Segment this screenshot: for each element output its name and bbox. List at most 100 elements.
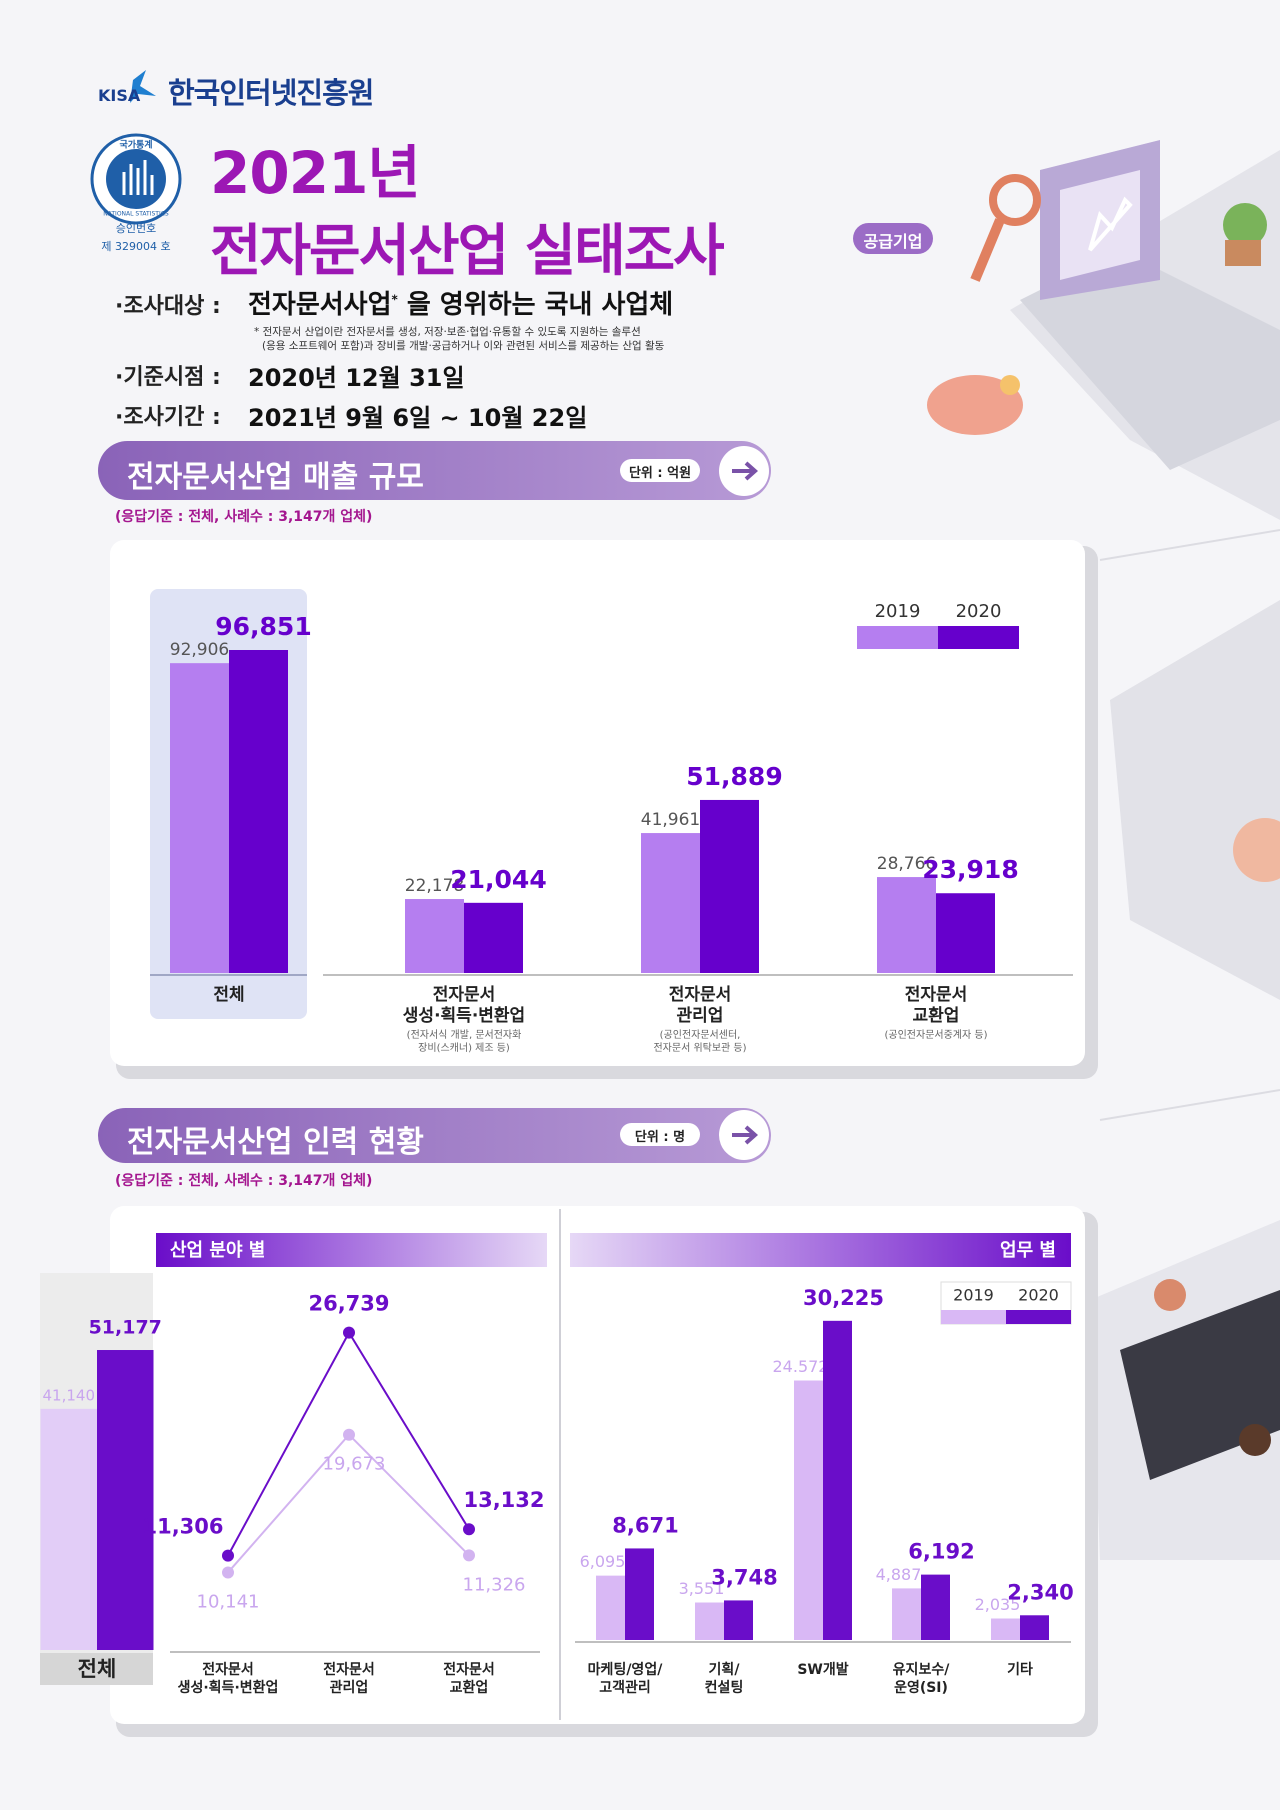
section-pill [98,1108,771,1163]
bar [936,893,995,973]
bar [724,1600,753,1640]
x-tick-label: 전자문서 관리업 [668,985,732,1027]
legend-label: 2020 [1018,1286,1059,1305]
bar [40,1408,97,1650]
badge-bars [122,160,154,195]
info-value-text: 전자문서사업 [248,290,392,320]
point [343,1326,355,1339]
legend-label: 2020 [956,601,1002,622]
section-pill [98,441,771,500]
bar [97,1350,154,1650]
value-label: 19,673 [323,1454,386,1475]
value-label: 8,671 [612,1513,678,1537]
bar [596,1575,625,1640]
x-tick-label: 전자문서 생성·획득·변환업 [177,1662,279,1696]
basis-note: (응답기준 : 전체, 사례수 : 3,147개 업체) [115,509,373,525]
title-year: 2021년 [210,139,421,207]
bar [695,1602,724,1640]
info-value: 2020년 12월 31일 [248,364,465,392]
chart-subtitle: 업무 별 [1000,1240,1056,1261]
point [463,1523,475,1536]
x-tick-label: 전자문서 교환업 [443,1662,495,1696]
value-label: 28,766 [877,854,936,874]
bar [464,902,523,973]
info-note: (응용 소프트웨어 포함)과 장비를 개발·공급하거나 이와 관련된 서비스를 … [262,340,665,352]
basis-note: (응답기준 : 전체, 사례수 : 3,147개 업체) [115,1173,373,1189]
bar [405,899,464,973]
arrow-icon [732,461,759,481]
unit-label: 단위 : 명 [634,1130,686,1145]
value-label: 41,961 [641,810,700,830]
value-label: 96,851 [215,612,311,641]
value-label: 2,340 [1007,1580,1073,1604]
info-value-rest: 을 영위하는 국내 사업체 [406,290,674,320]
value-label: 51,177 [89,1317,162,1339]
legend-swatch [941,1310,1006,1324]
info-note: * 전자문서 산업이란 전자문서를 생성, 저장·보존·협업·유통할 수 있도록… [254,326,641,338]
total-band [40,1653,153,1685]
bar [641,833,700,973]
tag: 공급기업 [863,232,923,251]
info-sup: * [391,292,398,307]
bar [921,1574,950,1640]
legend-swatch [938,626,1019,649]
card [110,540,1085,1066]
bar [700,799,759,973]
point [343,1428,355,1441]
value-label: 26,739 [308,1292,389,1316]
badge-ring: NATIONAL STATISTICS [103,211,169,218]
legend-swatch [1006,1310,1071,1324]
x-tick-label: 전체 [77,1657,117,1681]
badge-top: 국가통계 [119,139,152,151]
value-label: 23,918 [922,855,1018,884]
value-label: 22,178 [405,876,464,896]
approval-no: 제 329004 호 [101,240,170,253]
decoration [927,140,1280,1560]
value-label: 11,326 [463,1574,526,1595]
section-title: 전자문서산업 인력 현황 [127,1125,424,1160]
x-tick-label: 기획/ 컨설팅 [704,1662,744,1696]
subtitle-band [156,1233,547,1267]
bar [625,1548,654,1640]
logo-mark [130,70,156,103]
value-label: 92,906 [170,640,229,660]
value-label: 4,887 [876,1565,922,1584]
unit-label: 단위 : 억원 [628,466,692,481]
value-label: 51,889 [686,762,782,791]
value-label: 41,140 [43,1386,96,1404]
value-label: 21,044 [450,865,546,894]
org-name: 한국인터넷진흥원 [168,76,374,110]
value-label: 6,192 [908,1540,974,1564]
unit-pill [620,1123,700,1146]
badge-core [106,149,166,209]
value-label: 3,551 [679,1579,725,1598]
unit-pill [620,459,700,482]
chart-subtitle: 산업 분야 별 [170,1240,265,1261]
x-tick-label: 전자문서 생성·획득·변환업 [402,985,526,1027]
legend-label: 2019 [953,1286,994,1305]
kisa-logo-text: KISA [98,86,141,105]
legend-label: 2019 [875,601,921,622]
x-tick-label: 전체 [213,985,245,1005]
bar [794,1380,823,1640]
arrow-icon [732,1125,759,1145]
value-label: 2,035 [975,1595,1021,1614]
category-note: (공인전자문서중계자 등) [884,1030,988,1041]
point [222,1549,234,1562]
bar [823,1320,852,1640]
x-tick-label: 전자문서 교환업 [904,985,968,1027]
info-value: 전자문서사업* 을 영위하는 국내 사업체 [248,284,673,321]
bar [991,1618,1020,1640]
legend-swatch [857,626,938,649]
approval-label: 승인번호 [116,222,156,235]
value-label: 11,306 [142,1515,223,1539]
x-tick-label: 마케팅/영업/ 고객관리 [587,1662,663,1696]
category-note: (공인전자문서센터, 전자문서 위탁보관 등) [653,1030,747,1054]
bar [892,1588,921,1640]
section-title: 전자문서산업 매출 규모 [127,460,424,495]
info-label: ·조사대상 : [115,294,221,319]
point [222,1566,234,1579]
bar [170,663,229,973]
